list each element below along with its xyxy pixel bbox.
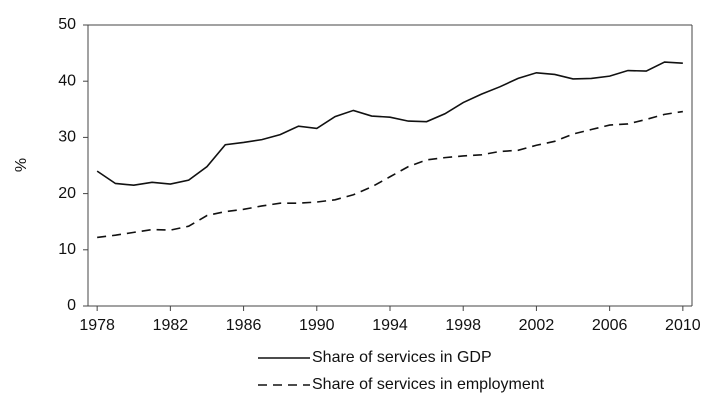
y-tick-label: 40 <box>58 72 76 89</box>
series-line <box>96 61 683 186</box>
x-tick-label: 1986 <box>226 317 262 334</box>
legend-label: Share of services in employment <box>312 376 545 393</box>
x-tick-label: 1978 <box>79 317 115 334</box>
y-tick-label: 30 <box>58 129 76 146</box>
x-tick-label: 2010 <box>665 317 701 334</box>
y-tick-label: 10 <box>58 241 76 258</box>
y-tick-label: 0 <box>67 297 76 314</box>
series-line <box>97 110 683 239</box>
y-axis-label: % <box>13 158 30 172</box>
x-tick-label: 1994 <box>372 317 408 334</box>
x-tick-label: 1998 <box>445 317 481 334</box>
x-tick-label: 2002 <box>519 317 555 334</box>
y-tick-label: 50 <box>58 16 76 33</box>
y-tick-label: 20 <box>58 185 76 202</box>
legend-label: Share of services in GDP <box>312 349 492 366</box>
x-tick-label: 2006 <box>592 317 628 334</box>
x-tick-label: 1982 <box>153 317 189 334</box>
x-tick-label: 1990 <box>299 317 335 334</box>
